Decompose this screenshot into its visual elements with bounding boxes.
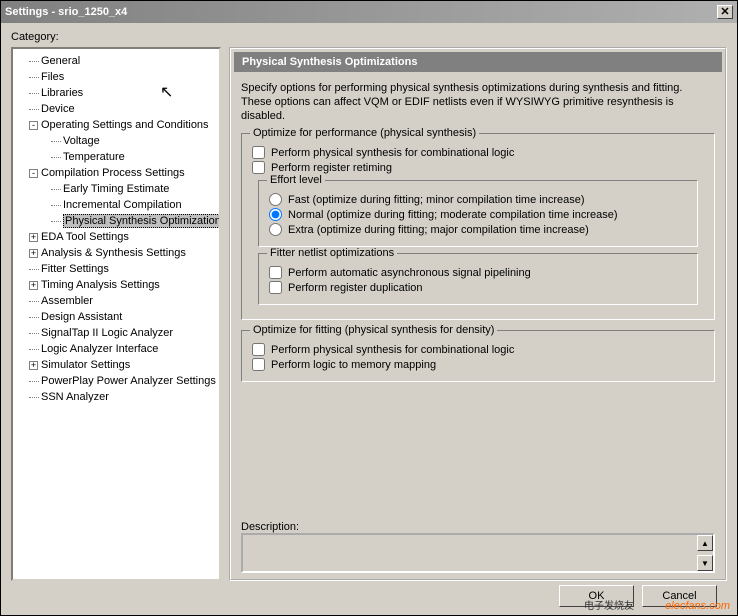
tree-item-label: Logic Analyzer Interface <box>41 343 158 355</box>
tree-item-label: General <box>41 55 80 67</box>
tree-item-label: Analysis & Synthesis Settings <box>41 247 186 259</box>
tree-item-label: Fitter Settings <box>41 263 109 275</box>
tree-item-label: PowerPlay Power Analyzer Settings <box>41 375 216 387</box>
tree-item[interactable]: Early Timing Estimate <box>15 181 217 197</box>
tree-item-label: Device <box>41 103 75 115</box>
chk-fit-combinational[interactable] <box>252 343 265 356</box>
chk-perf-combinational-label: Perform physical synthesis for combinati… <box>271 147 514 159</box>
tree-item[interactable]: Files <box>15 69 217 85</box>
category-label: Category: <box>11 31 727 43</box>
group-optimize-fitting: Optimize for fitting (physical synthesis… <box>241 330 715 382</box>
chk-register-duplication-label: Perform register duplication <box>288 282 423 294</box>
tree-item[interactable]: Physical Synthesis Optimizations <box>15 213 217 229</box>
tree-item-label: EDA Tool Settings <box>41 231 129 243</box>
radio-effort-fast[interactable] <box>269 193 282 206</box>
group-fitter-netlist: Fitter netlist optimizations Perform aut… <box>258 253 698 305</box>
tree-item[interactable]: Temperature <box>15 149 217 165</box>
tree-item[interactable]: Device <box>15 101 217 117</box>
tree-item[interactable]: SignalTap II Logic Analyzer <box>15 325 217 341</box>
client-area: Category: GeneralFilesLibrariesDevice-Op… <box>1 23 737 615</box>
close-button[interactable]: ✕ <box>717 5 733 19</box>
tree-item-label: Files <box>41 71 64 83</box>
tree-item-label: SSN Analyzer <box>41 391 109 403</box>
expand-icon[interactable]: + <box>29 233 38 242</box>
chk-async-pipelining[interactable] <box>269 266 282 279</box>
radio-effort-fast-label: Fast (optimize during fitting; minor com… <box>288 194 585 206</box>
description-box[interactable]: ▲ ▼ <box>241 533 715 573</box>
expand-icon[interactable]: + <box>29 361 38 370</box>
window-title: Settings - srio_1250_x4 <box>5 6 717 18</box>
group-fit-legend: Optimize for fitting (physical synthesis… <box>250 324 497 336</box>
expand-icon[interactable]: + <box>29 281 38 290</box>
group-effort-legend: Effort level <box>267 174 325 186</box>
chk-perf-retiming-label: Perform register retiming <box>271 162 392 174</box>
group-perf-legend: Optimize for performance (physical synth… <box>250 127 479 139</box>
chk-perf-combinational[interactable] <box>252 146 265 159</box>
radio-effort-extra[interactable] <box>269 223 282 236</box>
chk-async-pipelining-label: Perform automatic asynchronous signal pi… <box>288 267 531 279</box>
tree-item[interactable]: Assembler <box>15 293 217 309</box>
tree-item[interactable]: Design Assistant <box>15 309 217 325</box>
group-effort-level: Effort level Fast (optimize during fitti… <box>258 180 698 247</box>
scroll-up-icon[interactable]: ▲ <box>697 535 713 551</box>
category-tree[interactable]: GeneralFilesLibrariesDevice-Operating Se… <box>11 47 221 581</box>
tree-item[interactable]: Voltage <box>15 133 217 149</box>
tree-item-label: Simulator Settings <box>41 359 130 371</box>
main-row: GeneralFilesLibrariesDevice-Operating Se… <box>11 47 727 581</box>
tree-item[interactable]: -Compilation Process Settings <box>15 165 217 181</box>
tree-item[interactable]: Incremental Compilation <box>15 197 217 213</box>
tree-item-label: Voltage <box>63 135 100 147</box>
chk-fit-combinational-label: Perform physical synthesis for combinati… <box>271 344 514 356</box>
scroll-down-icon[interactable]: ▼ <box>697 555 713 571</box>
chk-register-duplication[interactable] <box>269 281 282 294</box>
cancel-button[interactable]: Cancel <box>642 585 717 607</box>
expand-icon[interactable]: - <box>29 121 38 130</box>
tree-item[interactable]: PowerPlay Power Analyzer Settings <box>15 373 217 389</box>
tree-item[interactable]: +Analysis & Synthesis Settings <box>15 245 217 261</box>
tree-item-label: Assembler <box>41 295 93 307</box>
ok-button[interactable]: OK <box>559 585 634 607</box>
settings-panel: Physical Synthesis Optimizations Specify… <box>229 47 727 581</box>
tree-item-label: Temperature <box>63 151 125 163</box>
group-fitter-legend: Fitter netlist optimizations <box>267 247 397 259</box>
group-optimize-performance: Optimize for performance (physical synth… <box>241 133 715 320</box>
tree-item-label: SignalTap II Logic Analyzer <box>41 327 173 339</box>
tree-item-label: Libraries <box>41 87 83 99</box>
tree-item-label: Early Timing Estimate <box>63 183 169 195</box>
tree-item[interactable]: +EDA Tool Settings <box>15 229 217 245</box>
tree-item[interactable]: +Simulator Settings <box>15 357 217 373</box>
tree-item[interactable]: General <box>15 53 217 69</box>
tree-item[interactable]: +Timing Analysis Settings <box>15 277 217 293</box>
expand-icon[interactable]: - <box>29 169 38 178</box>
tree-item-label: Timing Analysis Settings <box>41 279 160 291</box>
radio-effort-normal[interactable] <box>269 208 282 221</box>
expand-icon[interactable]: + <box>29 249 38 258</box>
tree-item[interactable]: Fitter Settings <box>15 261 217 277</box>
panel-intro: Specify options for performing physical … <box>241 81 715 123</box>
tree-item[interactable]: Libraries <box>15 85 217 101</box>
tree-item-label: Design Assistant <box>41 311 122 323</box>
tree-item-label: Incremental Compilation <box>63 199 182 211</box>
radio-effort-normal-label: Normal (optimize during fitting; moderat… <box>288 209 618 221</box>
tree-item-label: Operating Settings and Conditions <box>41 119 209 131</box>
chk-logic-to-memory[interactable] <box>252 358 265 371</box>
tree-item[interactable]: SSN Analyzer <box>15 389 217 405</box>
tree-item-label: Compilation Process Settings <box>41 167 185 179</box>
tree-item-label: Physical Synthesis Optimizations <box>63 214 221 228</box>
panel-body: Specify options for performing physical … <box>231 75 725 579</box>
radio-effort-extra-label: Extra (optimize during fitting; major co… <box>288 224 589 236</box>
tree-item[interactable]: -Operating Settings and Conditions <box>15 117 217 133</box>
settings-window: Settings - srio_1250_x4 ✕ Category: Gene… <box>0 0 738 616</box>
titlebar: Settings - srio_1250_x4 ✕ <box>1 1 737 23</box>
tree-item[interactable]: Logic Analyzer Interface <box>15 341 217 357</box>
panel-header: Physical Synthesis Optimizations <box>234 52 722 72</box>
chk-logic-to-memory-label: Perform logic to memory mapping <box>271 359 436 371</box>
button-row: OK Cancel <box>11 581 727 611</box>
description-label: Description: <box>241 521 715 533</box>
chk-perf-retiming[interactable] <box>252 161 265 174</box>
